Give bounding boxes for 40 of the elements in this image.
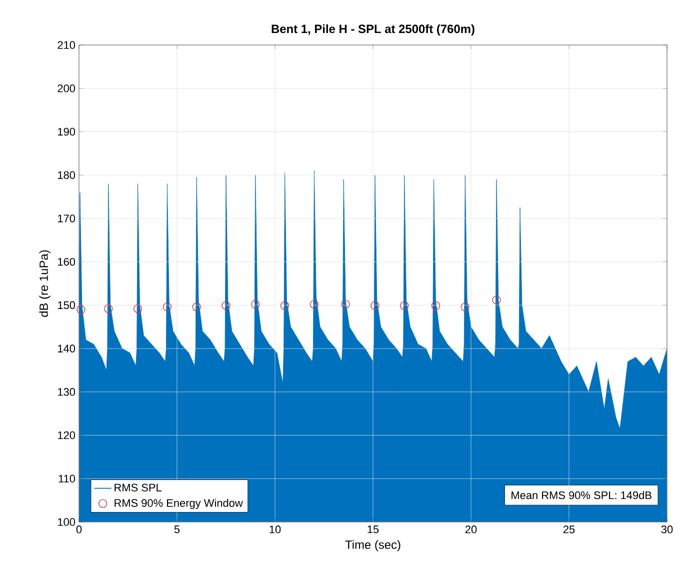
y-tick-label: 210: [58, 41, 76, 49]
point: [133, 304, 142, 313]
point: [460, 302, 470, 312]
y-tick-label: 160: [58, 258, 76, 266]
y-tick-label: 130: [58, 388, 76, 396]
x-tick-label: 10: [270, 526, 281, 534]
point: [280, 301, 290, 310]
annotation: Mean RMS 90% SPL: 149dB: [512, 491, 652, 500]
legend-label: RMS SPL: [114, 484, 162, 492]
x-tick-label: 30: [661, 526, 673, 534]
x-tick-label: 20: [465, 526, 477, 534]
y-tick-label: 150: [58, 301, 76, 310]
point: [222, 301, 230, 310]
point: [76, 305, 86, 314]
y-tick-label: 180: [58, 171, 76, 179]
point: [431, 301, 440, 310]
y-tick-label: 110: [58, 474, 76, 483]
point: [251, 300, 260, 309]
legend-label: RMS 90% Energy Window: [114, 498, 243, 510]
point: [370, 301, 380, 310]
point: [104, 304, 113, 313]
y-axis-title: dB (re 1uPa): [39, 250, 50, 317]
y-tick-label: 140: [58, 344, 76, 352]
x-tick-label: 0: [76, 526, 82, 534]
point: [310, 300, 319, 309]
y-tick-label: 120: [58, 431, 76, 440]
point: [492, 296, 501, 304]
point: [162, 302, 172, 312]
y-tick-label: 170: [58, 214, 76, 222]
x-axis-title: Time (sec): [345, 540, 400, 552]
y-tick-label: 100: [58, 518, 76, 526]
x-tick-label: 15: [368, 526, 379, 534]
x-tick-label: 25: [563, 526, 575, 534]
point: [192, 302, 201, 312]
y-tick-label: 190: [58, 128, 76, 136]
point: [341, 300, 350, 309]
point: [400, 301, 409, 310]
chart-title: Bent 1, Pile H - SPL at 2500ft (760m): [272, 24, 474, 36]
y-tick-label: 200: [58, 84, 76, 92]
x-tick-label: 5: [174, 526, 180, 534]
